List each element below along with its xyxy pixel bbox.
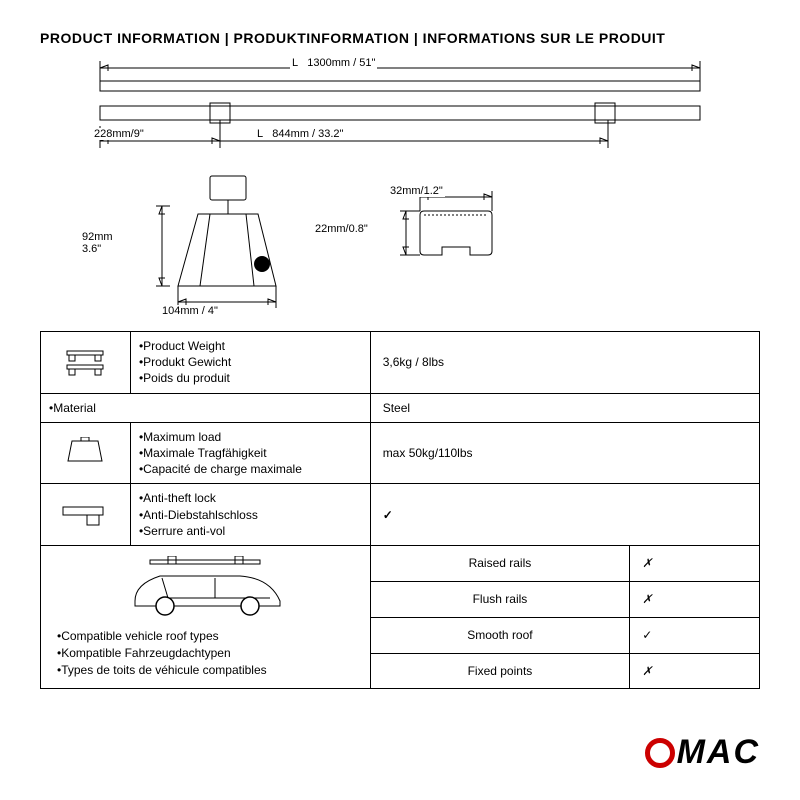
maxload-icon: [41, 422, 131, 484]
lock-value: ✓: [370, 484, 759, 546]
spec-table: Product Weight Produkt Gewicht Poids du …: [40, 331, 760, 689]
compat-row-label: Smooth roof: [370, 617, 630, 653]
weight-icon: [41, 332, 131, 394]
compat-row-value: ✗: [630, 545, 760, 581]
dim-total-length: 1300mm / 51": [307, 57, 375, 69]
dim-foot-height: 92mm 3.6": [80, 231, 120, 255]
compat-row-label: Raised rails: [370, 545, 630, 581]
weight-labels: Product Weight Produkt Gewicht Poids du …: [130, 332, 370, 394]
compat-row-value: ✗: [630, 653, 760, 689]
material-value: Steel: [370, 393, 759, 422]
dim-profile-width: 32mm/1.2": [388, 185, 445, 197]
compat-row-value: ✗: [630, 581, 760, 617]
table-row: Anti-theft lock Anti-Diebstahlschloss Se…: [41, 484, 760, 546]
weight-value: 3,6kg / 8lbs: [370, 332, 759, 394]
car-icon: [57, 556, 354, 620]
table-row: Compatible vehicle roof types Kompatible…: [41, 545, 760, 581]
header-title: PRODUCT INFORMATION | PRODUKTINFORMATION…: [0, 0, 800, 56]
compat-row-value: ✓: [630, 617, 760, 653]
dim-inner-prefix: L: [257, 128, 263, 140]
dim-offset: 228mm/9": [92, 128, 146, 140]
lock-icon: [41, 484, 131, 546]
compat-section: Compatible vehicle roof types Kompatible…: [41, 545, 371, 689]
lock-labels: Anti-theft lock Anti-Diebstahlschloss Se…: [130, 484, 370, 546]
maxload-value: max 50kg/110lbs: [370, 422, 759, 484]
logo-o-icon: [645, 738, 675, 768]
compat-row-label: Fixed points: [370, 653, 630, 689]
table-row: Maximum load Maximale Tragfähigkeit Capa…: [41, 422, 760, 484]
table-row: Material Steel: [41, 393, 760, 422]
dim-foot-width: 104mm / 4": [160, 305, 220, 317]
dim-profile-height: 22mm/0.8": [313, 223, 363, 235]
compat-row-label: Flush rails: [370, 581, 630, 617]
brand-logo: MAC: [645, 733, 760, 772]
dim-L-prefix: L: [292, 57, 298, 69]
material-label: Material: [41, 393, 371, 422]
table-row: Product Weight Produkt Gewicht Poids du …: [41, 332, 760, 394]
maxload-labels: Maximum load Maximale Tragfähigkeit Capa…: [130, 422, 370, 484]
dim-inner-length: 844mm / 33.2": [272, 128, 343, 140]
technical-diagram: L 1300mm / 51" 228mm/9" L 844mm / 33.2" …: [0, 56, 800, 331]
